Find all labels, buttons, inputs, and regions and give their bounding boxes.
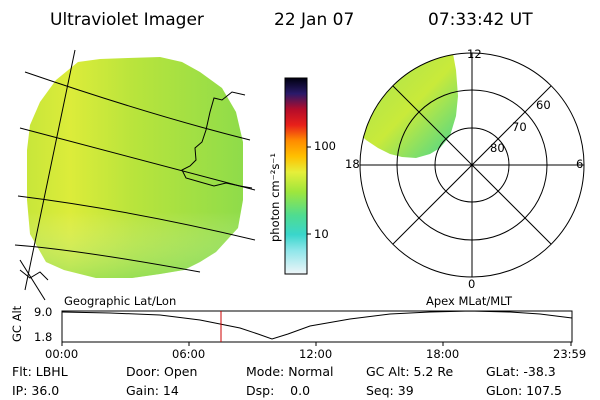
instrument-title: Ultraviolet Imager — [50, 10, 204, 30]
coastline — [181, 91, 253, 189]
altitude-panel — [61, 310, 573, 346]
status-dsp: Dsp: 0.0 — [246, 383, 311, 398]
mlat-label-60: 60 — [536, 98, 551, 112]
time-tick-1800: 18:00 — [426, 347, 460, 361]
mlt-label-6: 6 — [576, 157, 584, 171]
mlt-label-0: 0 — [468, 277, 476, 291]
status-mode: Mode: Normal — [246, 364, 334, 379]
status-door: Door: Open — [126, 364, 198, 379]
status-gc-alt: GC Alt: 5.2 Re — [366, 364, 454, 379]
colorbar — [284, 77, 311, 275]
apex-caption: Apex MLat/MLT — [426, 294, 513, 308]
status-ip: IP: 36.0 — [12, 383, 60, 398]
image-date: 22 Jan 07 — [274, 10, 355, 30]
auroral-oval-image — [360, 53, 458, 158]
status-gain: Gain: 14 — [126, 383, 179, 398]
mlat-label-70: 70 — [512, 120, 527, 134]
status-glon: GLon: 107.5 — [486, 383, 562, 398]
altitude-curve — [61, 310, 573, 340]
image-time: 07:33:42 UT — [428, 10, 533, 30]
time-tick-2359: 23:59 — [553, 347, 587, 361]
geographic-grid — [14, 49, 256, 301]
status-filter: Flt: LBHL — [12, 364, 68, 379]
altitude-ymax: 9.0 — [34, 305, 53, 319]
time-axis-ticks — [61, 342, 572, 346]
colorbar-tick-10: 10 — [314, 227, 329, 241]
mlat-label-80: 80 — [490, 141, 505, 155]
time-tick-0000: 00:00 — [45, 347, 79, 361]
time-tick-0600: 06:00 — [172, 347, 206, 361]
colorbar-unit-label: photon cm⁻²s⁻¹ — [268, 153, 282, 242]
polar-plot — [359, 52, 585, 278]
mlt-label-18: 18 — [345, 157, 360, 171]
earth-disk-image — [14, 49, 256, 301]
altitude-ymin: 1.8 — [34, 330, 53, 344]
geographic-caption: Geographic Lat/Lon — [64, 294, 177, 308]
mlt-label-12: 12 — [467, 47, 482, 61]
altitude-ylabel: GC Alt — [10, 305, 24, 342]
status-glat: GLat: -38.3 — [486, 364, 556, 379]
colorbar-tick-100: 100 — [314, 139, 336, 153]
time-tick-1200: 12:00 — [299, 347, 333, 361]
status-seq: Seq: 39 — [366, 383, 414, 398]
